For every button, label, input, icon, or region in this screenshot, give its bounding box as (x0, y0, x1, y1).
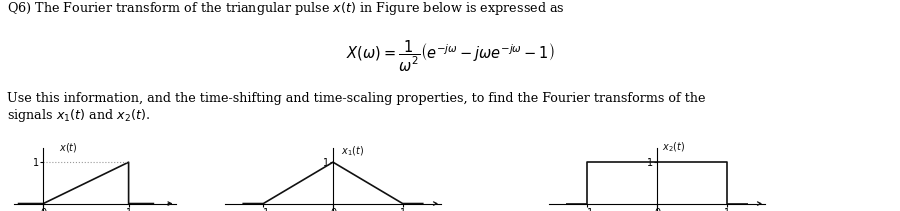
Text: $x_2(t)$: $x_2(t)$ (662, 140, 685, 154)
Text: $x_1(t)$: $x_1(t)$ (341, 145, 365, 158)
Text: $t\!\rightarrow$: $t\!\rightarrow$ (745, 209, 759, 211)
Text: $X(\omega) = \dfrac{1}{\omega^2}\left(e^{-j\omega} - j\omega e^{-j\omega} - 1\ri: $X(\omega) = \dfrac{1}{\omega^2}\left(e^… (346, 38, 554, 74)
Text: $t\!\rightarrow$: $t\!\rightarrow$ (153, 209, 166, 211)
Text: $t\!\rightarrow$: $t\!\rightarrow$ (421, 209, 435, 211)
Text: Use this information, and the time-shifting and time-scaling properties, to find: Use this information, and the time-shift… (7, 92, 706, 124)
Text: Q6) The Fourier transform of the triangular pulse $x(t)$ in Figure below is expr: Q6) The Fourier transform of the triangu… (7, 0, 565, 17)
Text: $x(t)$: $x(t)$ (58, 141, 77, 154)
